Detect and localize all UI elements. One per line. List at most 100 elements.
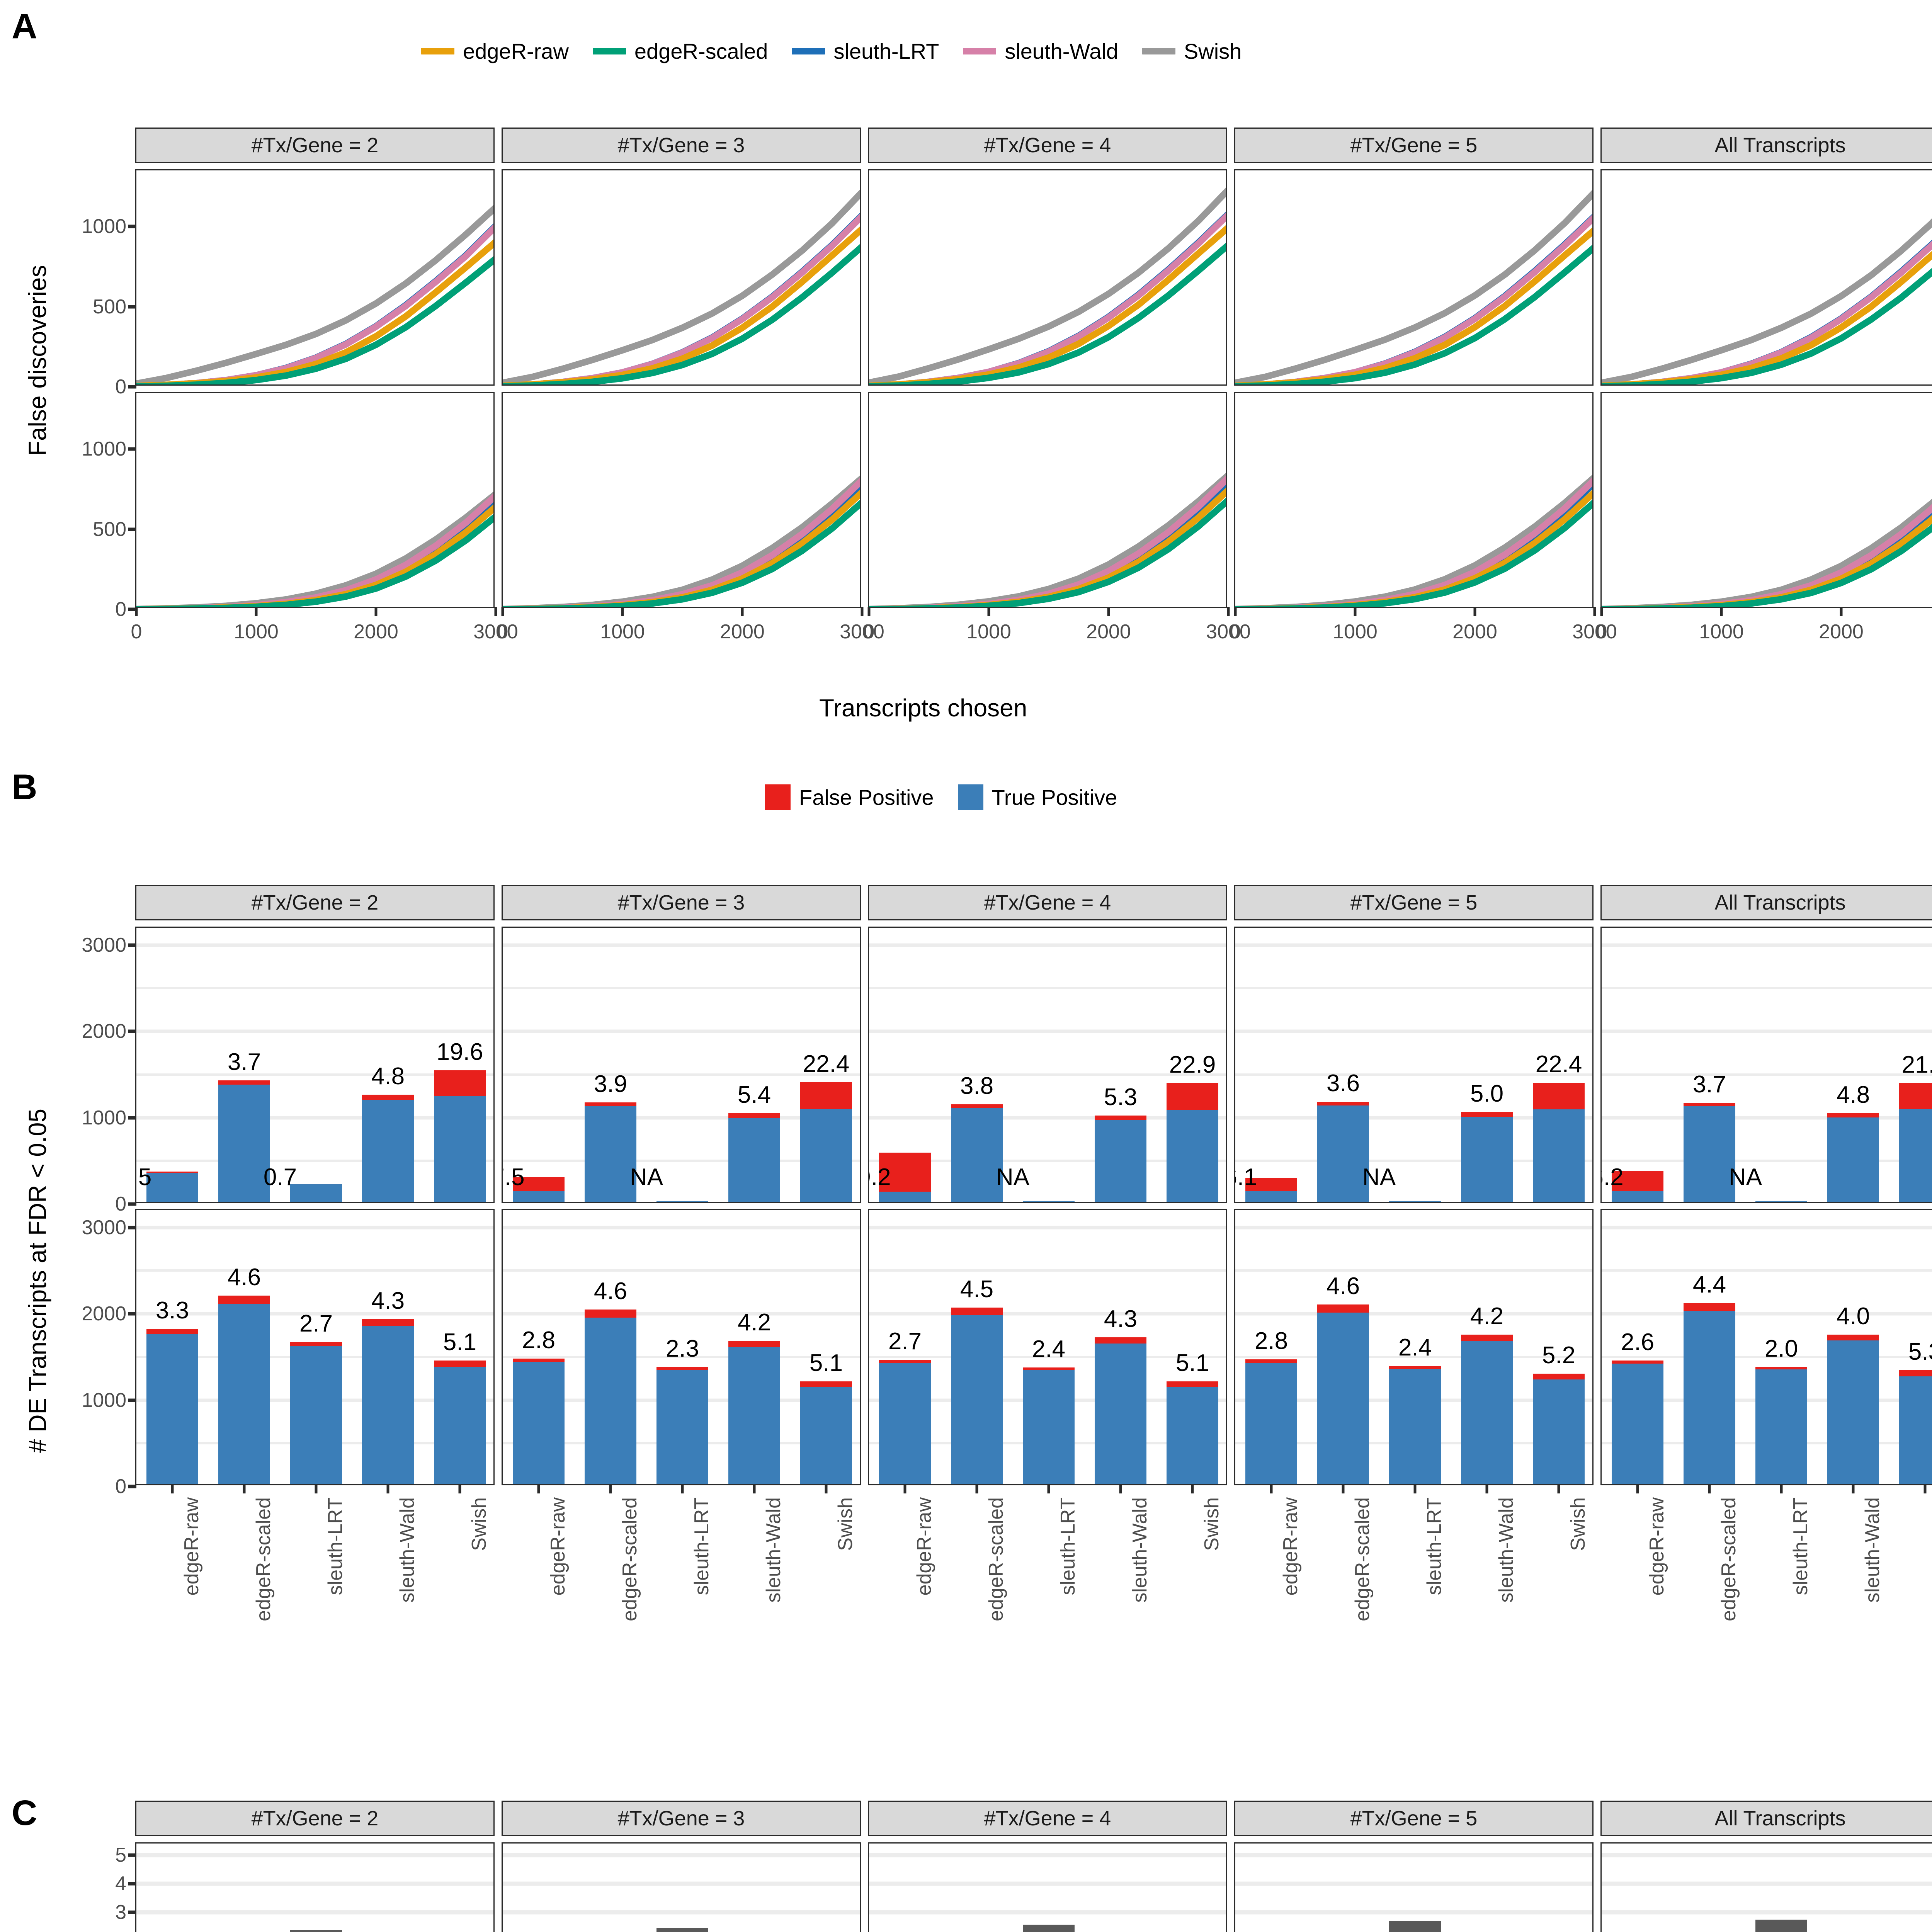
panel-b-bar-edger-raw-r1c4[interactable]: [1245, 1178, 1297, 1202]
panel-b-y-tick-mark-3000-r1c1: [128, 943, 136, 947]
panel-b-bar-swish-r1c4[interactable]: [1533, 1082, 1585, 1202]
panel-b-bar-value-label-sleuth-lrt-r1c4: NA: [1362, 1164, 1396, 1190]
panel-a-x-tick-label-0-r2c2: 0: [497, 621, 509, 643]
panel-b-bar-value-label-sleuth-lrt-r2c5: 2.0: [1764, 1335, 1798, 1362]
panel-b-x-tick-mark-sleuth-lrt-r2c5: [1780, 1484, 1783, 1493]
panel-c-bar-sleuth-lrt-r1c1[interactable]: [290, 1930, 342, 1932]
panel-b-bar-swish-r2c4[interactable]: [1533, 1373, 1585, 1484]
panel-b-bar-edger-raw-r2c5[interactable]: [1612, 1361, 1663, 1484]
panel-b-x-tick-mark-swish-r2c2: [825, 1484, 828, 1493]
panel-b-bar-sleuth-lrt-r1c2[interactable]: [656, 1201, 708, 1202]
panel-b-bar-sleuth-lrt-r1c3[interactable]: [1023, 1201, 1075, 1202]
panel-b-plot-area-r1-c2: 57.5 3.9 NA 5.4 22.4: [503, 928, 860, 1202]
panel-b-bar-segment-true-positive: [1899, 1109, 1932, 1202]
panel-b-bar-value-label-sleuth-wald-r1c1: 4.8: [371, 1063, 405, 1090]
panel-b-bar-edger-scaled-r1c2[interactable]: [585, 1102, 636, 1202]
panel-b-x-tick-mark-sleuth-lrt-r2c4: [1413, 1484, 1417, 1493]
panel-a-x-tick-label-0-r2c3: 0: [863, 621, 875, 643]
panel-b-bar-sleuth-wald-r1c3[interactable]: [1095, 1115, 1146, 1202]
panel-b-bar-sleuth-lrt-r2c2[interactable]: [656, 1367, 708, 1484]
panel-a-y-tick-label-500-r1c1: 500: [93, 295, 126, 318]
panel-b-bar-sleuth-wald-r2c1[interactable]: [362, 1319, 414, 1484]
panel-b-bar-value-label-edger-scaled-r1c3: 3.8: [960, 1072, 994, 1099]
panel-b-gridline: [869, 1269, 1226, 1272]
panel-a-y-axis-title: False discoveries: [24, 265, 51, 456]
panel-c-bar-sleuth-lrt-r1c4[interactable]: [1389, 1920, 1441, 1932]
panel-b-bar-swish-r2c2[interactable]: [800, 1381, 852, 1484]
panel-b-bar-edger-scaled-r2c2[interactable]: [585, 1310, 636, 1484]
panel-b-bar-edger-scaled-r1c3[interactable]: [951, 1104, 1003, 1202]
panel-b-bar-sleuth-lrt-r2c5[interactable]: [1755, 1367, 1807, 1484]
panel-b-bar-edger-raw-r1c5[interactable]: [1612, 1171, 1663, 1202]
panel-b-y-tick-label-0-r2c1: 0: [115, 1475, 126, 1498]
panel-b-gridline: [869, 1029, 1226, 1033]
panel-b-y-tick-label-1000-r2c1: 1000: [82, 1389, 126, 1412]
panel-b-bar-swish-r1c5[interactable]: [1899, 1083, 1932, 1202]
panel-b-bar-swish-r1c1[interactable]: [434, 1070, 486, 1202]
panel-b-bar-edger-scaled-r1c5[interactable]: [1684, 1102, 1735, 1202]
panel-c-facet-grid: #Tx/Gene = 2 #Tx/Gene = 3 #Tx/Gene = 4 #Tx/…: [115, 1801, 1932, 1932]
panel-b-gridline: [1602, 1312, 1932, 1316]
panel-c-bar-sleuth-lrt-r1c3[interactable]: [1023, 1925, 1075, 1932]
panel-b-bar-swish-r2c3[interactable]: [1167, 1381, 1218, 1484]
panel-b-bar-edger-raw-r1c2[interactable]: [513, 1177, 565, 1202]
panel-a-x-tick-mark-1000-r2c3: [987, 607, 990, 616]
panel-b-bar-edger-scaled-r2c1[interactable]: [218, 1295, 270, 1484]
panel-b-bar-edger-raw-r2c3[interactable]: [879, 1360, 931, 1484]
panel-b-bar-sleuth-wald-r1c5[interactable]: [1827, 1113, 1879, 1202]
panel-b-bar-edger-scaled-r2c4[interactable]: [1317, 1304, 1369, 1484]
panel-b-gridline: [503, 1312, 860, 1316]
panel-b-bar-edger-raw-r1c1[interactable]: [146, 1171, 198, 1202]
panel-b-plot-area-r2-c2: 2.8 4.6 2.3 4.2 5.1: [503, 1210, 860, 1484]
panel-b-bar-sleuth-lrt-r1c1[interactable]: [290, 1184, 342, 1202]
panel-b-bar-edger-raw-r1c3[interactable]: [879, 1153, 931, 1202]
panel-b-bar-edger-scaled-r1c1[interactable]: [218, 1080, 270, 1202]
panel-a-line-edger-raw-r1c4: [1235, 227, 1592, 384]
panel-b-bar-edger-scaled-r1c4[interactable]: [1317, 1102, 1369, 1202]
panel-b-bar-sleuth-lrt-r2c3[interactable]: [1023, 1367, 1075, 1484]
panel-a-y-tick-mark-0-r2c1: [128, 607, 136, 611]
panel-b-bar-value-label-edger-scaled-r1c4: 3.6: [1326, 1070, 1360, 1097]
panel-a-legend-item-swish[interactable]: Swish: [1142, 39, 1242, 64]
panel-b-bar-sleuth-wald-r1c1[interactable]: [362, 1095, 414, 1202]
panel-b-bar-swish-r1c2[interactable]: [800, 1082, 852, 1202]
panel-b-bar-sleuth-wald-r2c4[interactable]: [1461, 1334, 1513, 1484]
panel-b-bar-segment-false-positive: [513, 1177, 565, 1192]
panel-a-legend-item-sleuth-wald[interactable]: sleuth-Wald: [963, 39, 1118, 64]
panel-b-bar-segment-true-positive: [1827, 1117, 1879, 1202]
panel-b-bar-swish-r1c3[interactable]: [1167, 1083, 1218, 1202]
panel-b-bar-edger-scaled-r2c5[interactable]: [1684, 1303, 1735, 1484]
panel-b-bar-edger-raw-r2c2[interactable]: [513, 1358, 565, 1484]
panel-b-bar-sleuth-wald-r2c5[interactable]: [1827, 1334, 1879, 1484]
panel-b-bar-sleuth-wald-r1c2[interactable]: [728, 1113, 780, 1202]
panel-b-legend-item-false-positive[interactable]: False Positive: [765, 784, 934, 810]
panel-b-legend-item-true-positive[interactable]: True Positive: [957, 784, 1117, 810]
panel-a-x-tick-mark-1000-r2c4: [1354, 607, 1357, 616]
panel-c-bar-sleuth-lrt-r1c5[interactable]: [1755, 1919, 1807, 1932]
panel-b-bar-sleuth-wald-r2c3[interactable]: [1095, 1337, 1146, 1484]
panel-b-x-tick-mark-edger-raw-r2c3: [903, 1484, 906, 1493]
panel-b-gridline: [1235, 987, 1592, 990]
panel-b-bar-sleuth-lrt-r1c5[interactable]: [1755, 1201, 1807, 1202]
panel-b-x-tick-label-swish-r2c1: Swish: [468, 1497, 490, 1551]
panel-b-column-strip-tx-gene-5: #Tx/Gene = 5: [1234, 885, 1594, 920]
panel-b-bar-value-label-edger-scaled-r2c3: 4.5: [960, 1276, 994, 1303]
panel-a-legend-item-edger-scaled[interactable]: edgeR-scaled: [592, 39, 768, 64]
panel-a-legend-item-edger-raw[interactable]: edgeR-raw: [421, 39, 569, 64]
panel-b-bar-value-label-edger-scaled-r1c2: 3.9: [594, 1070, 628, 1097]
panel-b-bar-swish-r2c1[interactable]: [434, 1360, 486, 1484]
panel-b-bar-edger-raw-r2c4[interactable]: [1245, 1359, 1297, 1484]
panel-b-bar-edger-scaled-r2c3[interactable]: [951, 1307, 1003, 1484]
panel-b-x-tick-mark-swish-r2c1: [458, 1484, 461, 1493]
panel-a-line-edger-scaled-r2c5: [1602, 524, 1932, 607]
panel-c-bar-sleuth-lrt-r1c2[interactable]: [656, 1927, 708, 1932]
panel-b-bar-sleuth-wald-r2c2[interactable]: [728, 1341, 780, 1484]
panel-b-bar-edger-raw-r2c1[interactable]: [146, 1328, 198, 1484]
panel-a-legend-item-sleuth-lrt[interactable]: sleuth-LRT: [792, 39, 939, 64]
panel-a-x-tick-mark-0-r2c5: [1600, 607, 1603, 616]
panel-b-bar-sleuth-lrt-r2c4[interactable]: [1389, 1366, 1441, 1484]
panel-b-bar-sleuth-lrt-r1c4[interactable]: [1389, 1201, 1441, 1202]
panel-b-bar-sleuth-wald-r1c4[interactable]: [1461, 1112, 1513, 1202]
panel-b-bar-sleuth-lrt-r2c1[interactable]: [290, 1342, 342, 1484]
panel-b-bar-swish-r2c5[interactable]: [1899, 1370, 1932, 1484]
